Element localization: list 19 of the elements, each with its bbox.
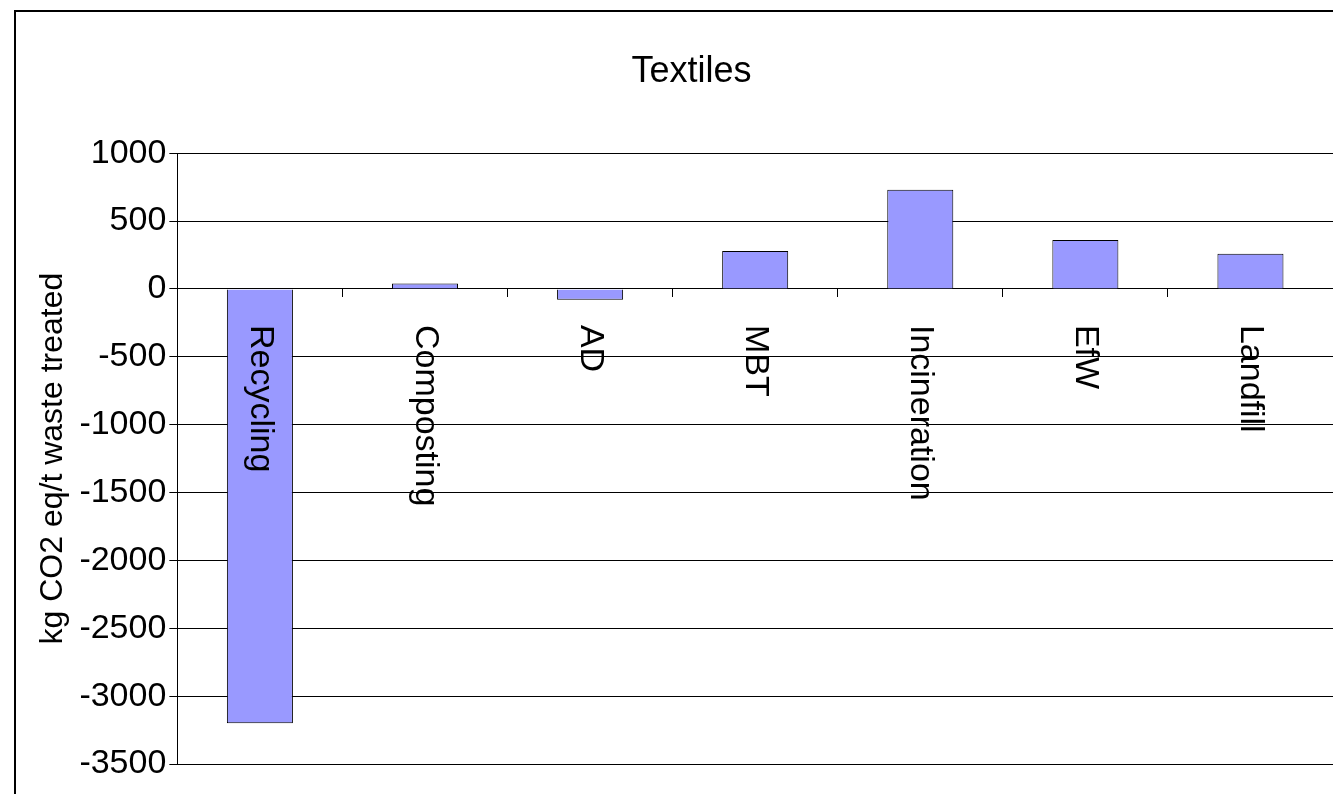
x-tick-label: MBT [738, 324, 777, 397]
y-axis-title: kg CO2 eq/t waste treated [33, 272, 70, 645]
y-tick-label: -1000 [79, 403, 167, 442]
y-tick-label: 500 [109, 199, 167, 238]
x-tick-label: Recycling [243, 324, 282, 473]
y-tick-label: -500 [98, 335, 167, 374]
x-tick-label: AD [573, 324, 612, 373]
y-tick-label: 0 [147, 267, 167, 306]
x-tick-label: EfW [1068, 324, 1107, 390]
chart-title: Textiles [631, 48, 752, 90]
y-tick-label: -2000 [79, 538, 167, 577]
y-tick-label: -1500 [79, 470, 167, 509]
y-tick-label: -3500 [79, 742, 167, 781]
y-tick-label: -3000 [79, 674, 167, 713]
x-tick-label: Landfill [1234, 324, 1273, 433]
x-tick-label: Composting [408, 324, 447, 507]
y-tick-label: 1000 [90, 131, 167, 170]
y-tick-label: -2500 [79, 606, 167, 645]
x-tick-label: Incineration [903, 324, 942, 501]
